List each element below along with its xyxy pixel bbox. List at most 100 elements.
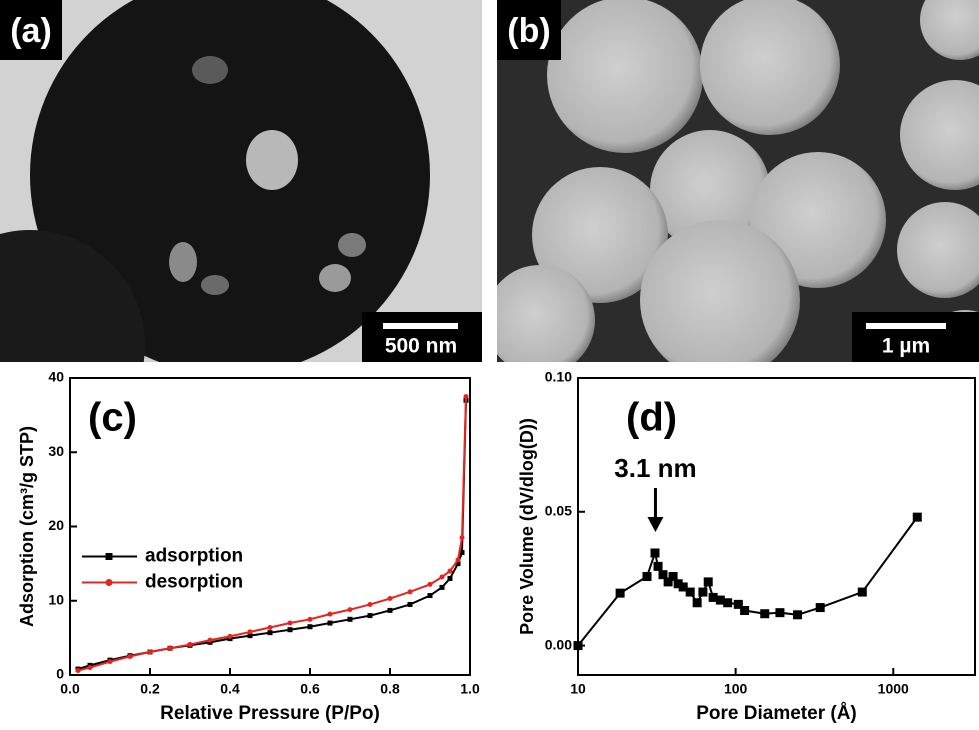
marker [267,624,273,630]
y-tick-label: 0.05 [545,502,572,518]
x-tick-label: 0.6 [300,681,320,697]
marker [760,609,770,619]
marker [775,608,785,618]
y-tick-label: 0.00 [545,636,572,652]
marker [698,587,708,597]
marker [815,603,825,613]
marker [723,598,733,608]
y-tick-label: 30 [48,443,64,459]
marker [459,535,465,541]
marker [287,620,293,626]
marker [663,577,673,587]
marker [387,607,393,613]
legend-label: desorption [145,572,243,593]
annotation-arrowhead [647,517,664,532]
marker [247,629,253,635]
marker [692,598,702,608]
marker [615,588,625,598]
marker [912,512,922,522]
x-tick-label: 0.4 [220,681,240,697]
x-tick-label: 0.0 [60,681,80,697]
marker [447,575,453,581]
marker [447,568,453,574]
panel-label: (c) [88,396,137,440]
marker [87,665,93,671]
marker [793,610,803,620]
marker [387,596,393,602]
marker [703,577,713,587]
marker [642,572,652,582]
marker [105,579,113,586]
marker [650,548,660,558]
series-line [577,516,919,647]
marker [307,616,313,622]
marker [733,599,743,609]
marker [347,607,353,613]
marker [167,645,173,651]
marker [407,601,413,607]
marker [147,649,153,655]
panel-label: (b) [507,12,550,50]
x-tick-label: 0.2 [140,681,160,697]
marker [673,579,683,589]
y-tick-label: 0 [56,666,64,682]
tem-image: (a) 500 nm [0,0,482,362]
y-tick-label: 0.10 [545,369,572,385]
marker [573,641,583,651]
marker [287,627,293,633]
panel-label: (a) [10,12,52,50]
marker [327,611,333,617]
marker [427,593,433,599]
scale-bar-label: 500 nm [385,335,457,358]
marker [187,642,193,648]
marker [367,601,373,607]
marker [307,624,313,630]
marker [407,589,413,595]
plot-frame [69,377,471,676]
y-axis-label: Pore Volume (dV/dlog(D)) [517,418,537,635]
marker [658,570,668,580]
marker [347,616,353,622]
x-tick-label: 10 [570,681,586,697]
sem-image: (b) 1 µm [497,0,979,362]
marker [107,659,113,665]
marker [455,557,461,563]
marker [439,584,445,590]
marker [678,582,688,592]
marker [463,394,469,400]
marker [685,587,695,597]
annotation: 3.1 nm [614,453,696,483]
marker [327,620,333,626]
marker [459,549,465,555]
marker [105,553,113,560]
marker [367,613,373,619]
marker [740,606,750,616]
marker [127,653,133,659]
legend-label: adsorption [145,546,243,567]
x-tick-label: 1000 [878,681,909,697]
marker [207,637,213,643]
x-tick-label: 1.0 [460,681,480,697]
scale-bar-label: 1 µm [882,335,930,358]
x-axis-label: Relative Pressure (P/Po) [160,703,380,724]
marker [439,574,445,580]
y-tick-label: 40 [48,369,64,385]
panel-label: (d) [626,396,677,440]
marker [455,561,461,567]
marker [668,572,678,582]
y-axis-label: Adsorption (cm³/g STP) [17,426,37,627]
y-tick-label: 10 [48,591,64,607]
x-tick-label: 0.8 [380,681,400,697]
marker [653,561,663,571]
marker [247,633,253,639]
marker [715,595,725,605]
x-tick-label: 100 [724,681,748,697]
marker [267,630,273,636]
plot-frame [577,377,976,676]
marker [227,633,233,639]
y-tick-label: 20 [48,517,64,533]
x-axis-label: Pore Diameter (Å) [696,703,857,724]
marker [857,587,867,597]
marker [75,668,81,674]
